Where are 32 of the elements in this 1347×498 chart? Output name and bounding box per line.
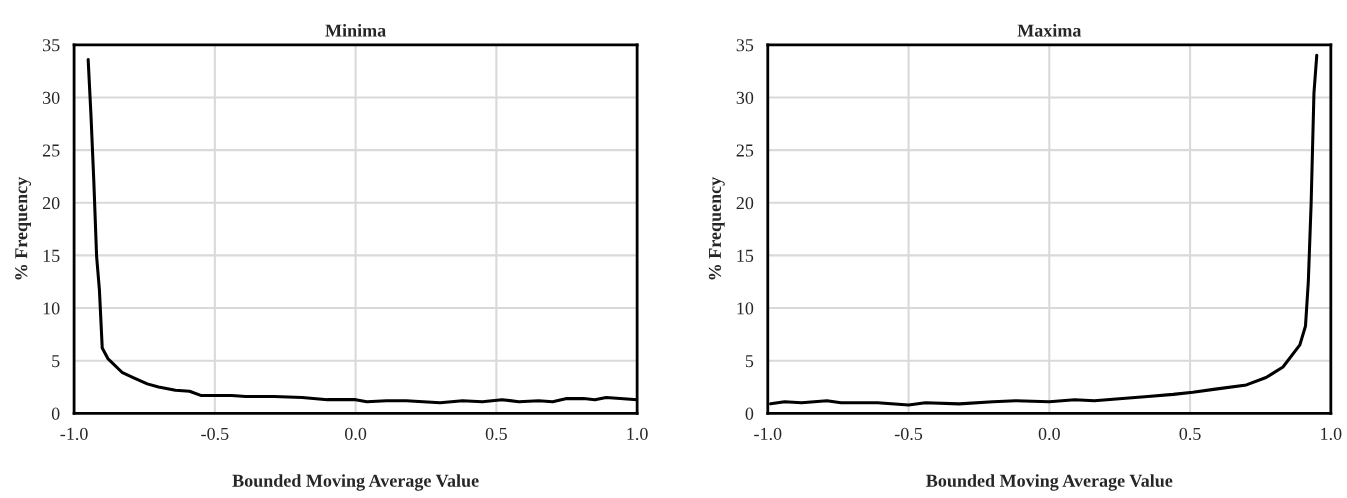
x-tick-label: 0.0 [345,427,367,441]
y-tick-label: 35 [736,39,754,52]
chart-title: Maxima [1017,23,1082,37]
y-tick-label: 25 [736,144,754,157]
y-tick-label: 20 [736,197,754,210]
y-tick-label: 0 [745,407,754,420]
y-tick-label: 5 [745,355,754,368]
y-tick-label: 20 [42,197,60,210]
y-tick-label: 15 [43,249,60,262]
x-tick-label: 1.0 [1321,427,1342,441]
x-tick-label: 1.0 [627,427,648,441]
x-tick-label: -0.5 [894,427,923,441]
x-tick-label: -1.0 [754,427,782,441]
y-tick-label: 5 [52,355,60,368]
x-tick-label: 0.5 [485,427,507,441]
y-tick-label: 15 [737,249,754,262]
chart-title: Minima [325,23,386,37]
y-axis-title: % Frequency [15,177,32,280]
x-tick-label: 0.0 [1038,427,1060,441]
y-tick-label: 10 [737,302,754,315]
y-tick-label: 10 [43,302,60,315]
y-tick-label: 30 [736,91,754,104]
x-axis-title: Bounded Moving Average Value [232,474,479,491]
x-tick-label: 0.5 [1179,427,1201,441]
x-axis-title: Bounded Moving Average Value [926,474,1173,491]
y-tick-label: 30 [43,91,60,104]
y-axis-title: % Frequency [708,177,725,280]
x-tick-label: -0.5 [201,427,229,441]
y-tick-label: 25 [42,144,60,157]
x-tick-label: -1.0 [60,427,88,441]
y-tick-label: 0 [51,407,60,420]
y-tick-label: 35 [43,39,60,52]
